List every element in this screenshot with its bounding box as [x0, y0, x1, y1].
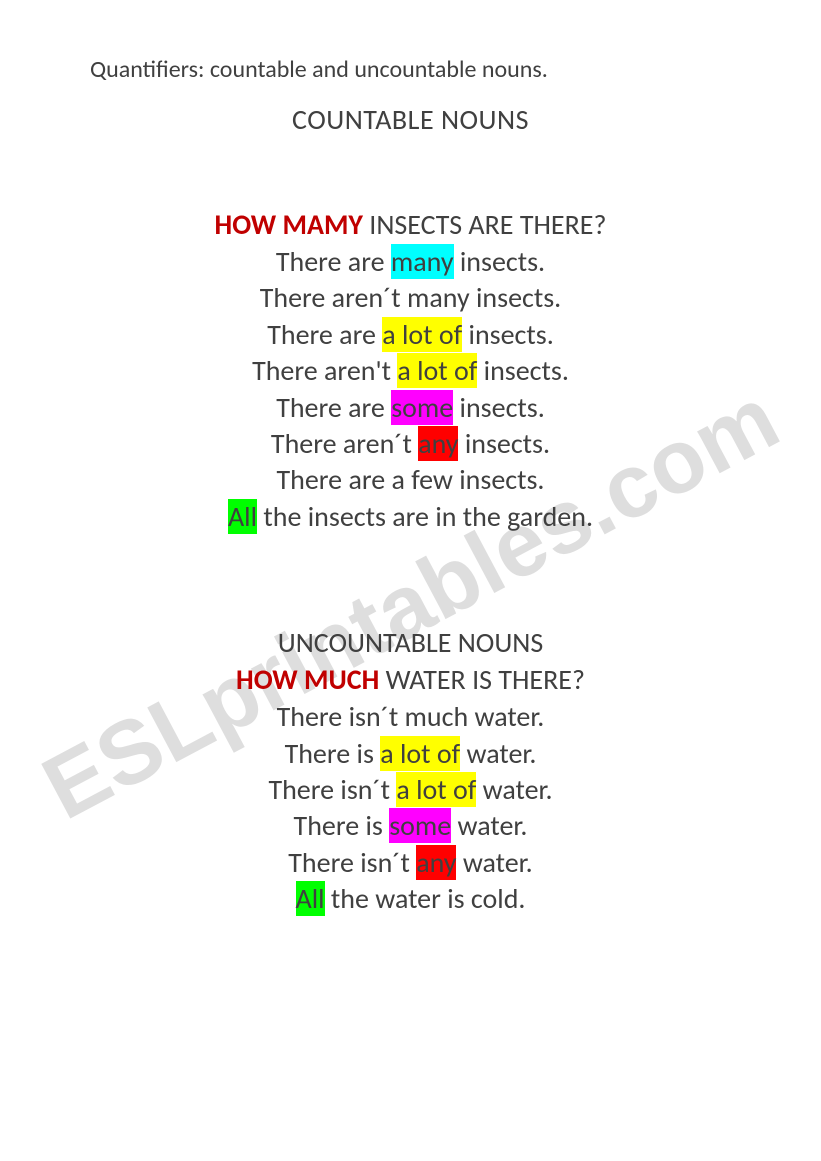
document-page: Quantifiers: countable and uncountable n… — [0, 0, 821, 917]
text: insects. — [458, 426, 550, 461]
text: the insects are in the garden. — [257, 499, 593, 534]
text: There are — [267, 317, 382, 352]
uncountable-question: HOW MUCH WATER IS THERE? — [90, 662, 731, 697]
text: There aren´t — [271, 426, 418, 461]
text: the water is cold. — [325, 881, 526, 916]
text: insects. — [453, 390, 545, 425]
text: insects. — [477, 353, 569, 388]
uncountable-block: HOW MUCH WATER IS THERE? There isn´t muc… — [90, 662, 731, 917]
highlight-all: All — [228, 499, 257, 534]
example-line: All the insects are in the garden. — [90, 499, 731, 535]
uncountable-title: UNCOUNTABLE NOUNS — [90, 625, 731, 660]
countable-title: COUNTABLE NOUNS — [90, 102, 731, 137]
text: insects. — [462, 317, 554, 352]
example-line: There aren´t many insects. — [90, 280, 731, 316]
example-line: There are some insects. — [90, 390, 731, 426]
text: water. — [451, 808, 527, 843]
highlight-all: All — [296, 881, 325, 916]
text: There is — [294, 808, 390, 843]
text: There are — [276, 244, 391, 279]
example-line: There are a few insects. — [90, 462, 731, 498]
highlight-any: any — [418, 426, 458, 461]
text: There isn´t — [288, 845, 416, 880]
highlight-alotof: a lot of — [396, 772, 476, 807]
how-many-label: HOW MAMY — [215, 207, 363, 242]
example-line: There aren't a lot of insects. — [90, 353, 731, 389]
highlight-some: some — [389, 808, 451, 843]
text: insects. — [454, 244, 546, 279]
highlight-alotof: a lot of — [397, 353, 477, 388]
text: There isn´t — [268, 772, 396, 807]
question-rest: INSECTS ARE THERE? — [363, 207, 606, 242]
example-line: There aren´t any insects. — [90, 426, 731, 462]
text: There are — [276, 390, 391, 425]
text: There aren't — [252, 353, 397, 388]
example-line: There are a lot of insects. — [90, 317, 731, 353]
example-line: There are many insects. — [90, 244, 731, 280]
text: water. — [476, 772, 552, 807]
text: There is — [285, 736, 381, 771]
highlight-alotof: a lot of — [380, 736, 460, 771]
how-much-label: HOW MUCH — [236, 662, 379, 697]
countable-question: HOW MAMY INSECTS ARE THERE? — [90, 207, 731, 242]
highlight-alotof: a lot of — [382, 317, 462, 352]
example-line: There isn´t a lot of water. — [90, 772, 731, 808]
highlight-many: many — [391, 244, 454, 279]
text: water. — [460, 736, 536, 771]
highlight-any: any — [416, 845, 456, 880]
example-line: There isn´t much water. — [90, 699, 731, 735]
example-line: All the water is cold. — [90, 881, 731, 917]
page-subtitle: Quantifiers: countable and uncountable n… — [90, 55, 731, 84]
highlight-some: some — [391, 390, 453, 425]
example-line: There isn´t any water. — [90, 845, 731, 881]
example-line: There is a lot of water. — [90, 736, 731, 772]
countable-block: HOW MAMY INSECTS ARE THERE? There are ma… — [90, 207, 731, 535]
question-rest: WATER IS THERE? — [379, 662, 585, 697]
example-line: There is some water. — [90, 808, 731, 844]
text: water. — [456, 845, 532, 880]
